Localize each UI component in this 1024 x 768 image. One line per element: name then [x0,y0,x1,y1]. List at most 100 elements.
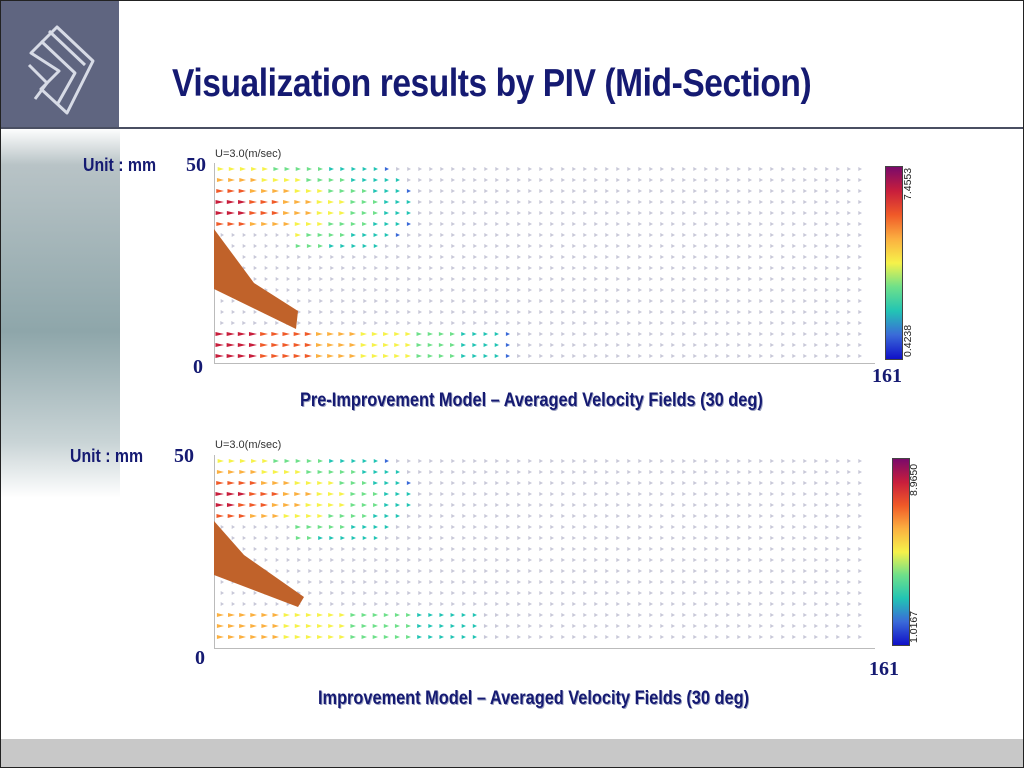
velocity-vector [847,569,851,573]
velocity-vector [217,459,224,463]
velocity-vector [352,569,356,573]
velocity-vector [825,299,829,303]
velocity-vector [339,635,345,639]
velocity-vector [539,343,543,347]
velocity-vector [528,547,532,551]
velocity-vector [384,492,389,496]
velocity-vector [352,266,356,270]
velocity-vector [473,470,477,474]
velocity-vector [748,233,752,237]
velocity-vector [627,266,631,270]
velocity-vector [605,211,609,215]
velocity-vector [638,635,642,639]
velocity-vector [396,321,400,325]
velocity-vector [814,343,818,347]
velocity-vector [572,266,576,270]
velocity-vector [583,354,587,358]
velocity-vector [759,624,763,628]
velocity-vector [638,613,642,617]
velocity-vector [836,222,840,226]
velocity-vector [362,536,367,540]
velocity-vector [781,189,785,193]
velocity-vector [407,569,411,573]
velocity-vector [825,558,829,562]
velocity-vector [215,492,224,496]
velocity-vector [237,354,246,358]
velocity-vector [726,492,730,496]
velocity-vector [484,547,488,551]
velocity-vector [792,536,796,540]
velocity-vector [440,266,444,270]
velocity-vector [616,255,620,259]
velocity-vector [759,635,763,639]
velocity-vector [616,222,620,226]
velocity-vector [361,635,367,639]
velocity-vector [440,167,444,171]
velocity-vector [385,569,389,573]
velocity-vector [539,580,543,584]
velocity-vector [726,591,730,595]
velocity-vector [770,569,774,573]
velocity-vector [308,288,312,292]
velocity-vector [550,321,554,325]
velocity-vector [253,525,257,529]
velocity-vector [759,613,763,617]
velocity-vector [616,602,620,606]
velocity-vector [418,310,422,314]
velocity-vector [847,536,851,540]
velocity-vector [450,613,455,617]
velocity-vector [462,244,466,248]
velocity-vector [627,459,631,463]
velocity-vector [473,277,477,281]
colorbar-bottom [892,458,910,646]
velocity-vector [770,514,774,518]
velocity-vector [495,233,499,237]
velocity-vector [561,189,565,193]
velocity-vector [350,211,356,215]
velocity-vector [803,200,807,204]
velocity-vector [704,536,708,540]
velocity-vector [417,635,422,639]
velocity-vector [583,602,587,606]
velocity-vector [308,277,312,281]
velocity-vector [395,514,400,518]
velocity-vector [737,222,741,226]
velocity-vector [704,266,708,270]
velocity-vector [305,200,312,204]
velocity-vector [272,189,279,193]
velocity-vector [715,558,719,562]
velocity-vector [461,343,466,347]
velocity-vector [528,602,532,606]
velocity-vector [451,481,455,485]
velocity-vector [649,591,653,595]
velocity-vector [693,591,697,595]
velocity-vector [583,299,587,303]
velocity-vector [339,200,345,204]
velocity-vector [660,299,664,303]
velocity-vector [550,211,554,215]
velocity-vector [847,580,851,584]
velocity-vector [836,481,840,485]
velocity-vector [383,332,389,336]
velocity-vector [572,470,576,474]
velocity-vector [294,514,301,518]
velocity-vector [715,514,719,518]
velocity-vector [407,580,411,584]
velocity-vector [781,547,785,551]
velocity-vector [583,635,587,639]
velocity-vector [528,332,532,336]
velocity-vector [847,288,851,292]
velocity-vector [583,514,587,518]
velocity-vector [407,470,411,474]
velocity-vector [693,547,697,551]
velocity-vector [495,470,499,474]
velocity-vector [759,299,763,303]
velocity-vector [261,613,268,617]
velocity-vector [253,602,257,606]
velocity-vector [660,233,664,237]
velocity-vector [406,613,411,617]
velocity-vector [484,189,488,193]
velocity-vector [407,266,411,270]
velocity-vector [405,332,411,336]
velocity-vector [572,547,576,551]
